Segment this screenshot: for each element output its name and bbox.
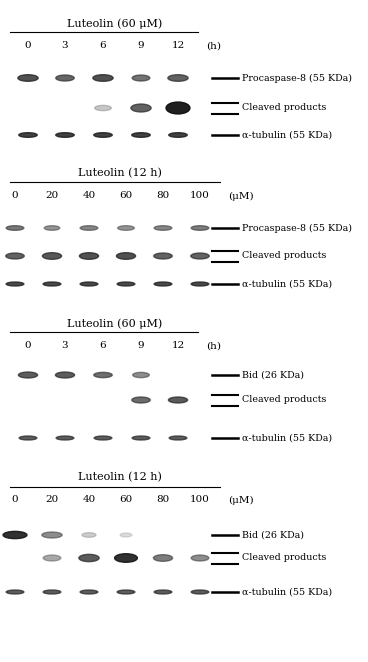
Ellipse shape [131, 104, 151, 112]
Ellipse shape [153, 555, 173, 561]
Ellipse shape [44, 226, 60, 230]
Text: Bid (26 KDa): Bid (26 KDa) [242, 530, 304, 540]
Ellipse shape [168, 75, 188, 81]
Ellipse shape [94, 436, 112, 440]
Ellipse shape [132, 75, 150, 81]
Ellipse shape [43, 282, 61, 286]
Text: Cleaved products: Cleaved products [242, 252, 326, 261]
Ellipse shape [56, 132, 74, 137]
Text: 6: 6 [100, 42, 106, 50]
Ellipse shape [191, 282, 209, 286]
Ellipse shape [132, 436, 150, 440]
Ellipse shape [132, 397, 150, 403]
Text: Bid (26 KDa): Bid (26 KDa) [242, 371, 304, 379]
Ellipse shape [191, 253, 209, 259]
Text: Procaspase-8 (55 KDa): Procaspase-8 (55 KDa) [242, 73, 352, 83]
Ellipse shape [82, 533, 96, 538]
Text: Luteolin (60 μM): Luteolin (60 μM) [67, 318, 163, 328]
Ellipse shape [94, 372, 112, 377]
Text: 9: 9 [138, 342, 144, 350]
Text: α-tubulin (55 KDa): α-tubulin (55 KDa) [242, 130, 332, 140]
Text: 0: 0 [25, 42, 31, 50]
Text: 3: 3 [62, 42, 68, 50]
Text: Luteolin (60 μM): Luteolin (60 μM) [67, 18, 163, 28]
Ellipse shape [117, 282, 135, 286]
Ellipse shape [6, 226, 24, 230]
Ellipse shape [18, 372, 38, 378]
Ellipse shape [80, 282, 98, 286]
Ellipse shape [19, 132, 37, 137]
Ellipse shape [132, 132, 150, 137]
Ellipse shape [154, 253, 172, 259]
Ellipse shape [120, 533, 132, 537]
Ellipse shape [114, 553, 137, 562]
Text: Luteolin (12 h): Luteolin (12 h) [78, 472, 162, 483]
Ellipse shape [169, 397, 188, 403]
Text: 0: 0 [12, 495, 18, 504]
Ellipse shape [118, 226, 134, 230]
Ellipse shape [133, 372, 149, 377]
Ellipse shape [18, 75, 38, 81]
Ellipse shape [154, 590, 172, 594]
Ellipse shape [6, 282, 24, 286]
Ellipse shape [19, 436, 37, 440]
Text: 80: 80 [156, 191, 170, 201]
Ellipse shape [80, 590, 98, 594]
Ellipse shape [191, 590, 209, 594]
Text: 40: 40 [82, 495, 96, 504]
Text: α-tubulin (55 KDa): α-tubulin (55 KDa) [242, 279, 332, 289]
Text: 60: 60 [119, 191, 132, 201]
Ellipse shape [117, 590, 135, 594]
Ellipse shape [154, 226, 172, 230]
Text: (h): (h) [206, 342, 221, 350]
Text: 100: 100 [190, 191, 210, 201]
Text: α-tubulin (55 KDa): α-tubulin (55 KDa) [242, 434, 332, 442]
Ellipse shape [154, 282, 172, 286]
Ellipse shape [56, 372, 75, 378]
Text: 0: 0 [25, 342, 31, 350]
Ellipse shape [3, 532, 27, 539]
Ellipse shape [6, 590, 24, 594]
Ellipse shape [79, 554, 99, 561]
Ellipse shape [80, 226, 98, 230]
Text: (h): (h) [206, 42, 221, 50]
Ellipse shape [43, 555, 61, 561]
Ellipse shape [169, 436, 187, 440]
Text: 6: 6 [100, 342, 106, 350]
Text: Procaspase-8 (55 KDa): Procaspase-8 (55 KDa) [242, 224, 352, 232]
Text: 12: 12 [171, 342, 185, 350]
Ellipse shape [43, 590, 61, 594]
Ellipse shape [42, 532, 62, 538]
Text: 3: 3 [62, 342, 68, 350]
Ellipse shape [56, 75, 74, 81]
Text: α-tubulin (55 KDa): α-tubulin (55 KDa) [242, 587, 332, 596]
Text: (μM): (μM) [228, 495, 254, 504]
Ellipse shape [42, 253, 61, 260]
Text: Cleaved products: Cleaved products [242, 553, 326, 563]
Text: 12: 12 [171, 42, 185, 50]
Text: 20: 20 [45, 191, 59, 201]
Ellipse shape [94, 132, 112, 137]
Ellipse shape [169, 132, 187, 137]
Text: 80: 80 [156, 495, 170, 504]
Ellipse shape [93, 75, 113, 81]
Text: Luteolin (12 h): Luteolin (12 h) [78, 168, 162, 178]
Text: 60: 60 [119, 495, 132, 504]
Text: 40: 40 [82, 191, 96, 201]
Text: (μM): (μM) [228, 191, 254, 201]
Ellipse shape [56, 436, 74, 440]
Ellipse shape [95, 105, 111, 111]
Ellipse shape [166, 102, 190, 114]
Ellipse shape [191, 555, 209, 561]
Ellipse shape [6, 253, 24, 259]
Ellipse shape [116, 253, 135, 260]
Text: 100: 100 [190, 495, 210, 504]
Ellipse shape [79, 253, 99, 260]
Text: 0: 0 [12, 191, 18, 201]
Text: 20: 20 [45, 495, 59, 504]
Text: Cleaved products: Cleaved products [242, 103, 326, 113]
Ellipse shape [191, 226, 209, 230]
Text: Cleaved products: Cleaved products [242, 395, 326, 404]
Text: 9: 9 [138, 42, 144, 50]
